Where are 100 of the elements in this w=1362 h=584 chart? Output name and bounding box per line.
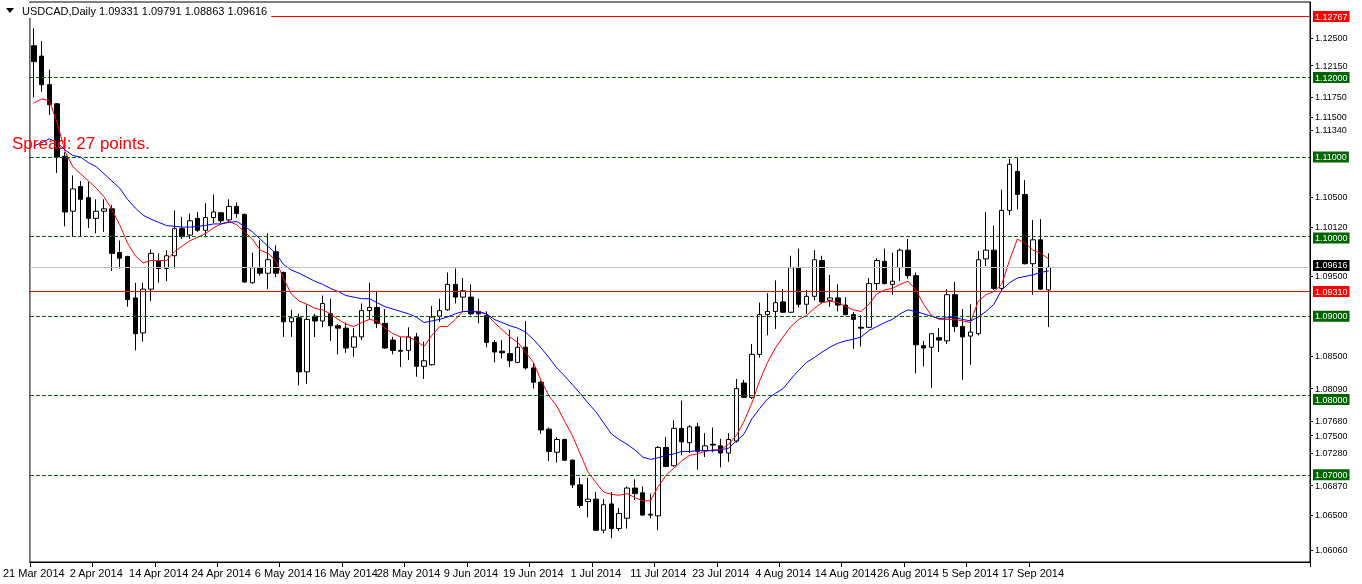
candlestick (929, 332, 934, 389)
x-tick-label: 11 Jul 2014 (630, 566, 687, 579)
candlestick (913, 271, 919, 374)
x-tick-label: 4 Aug 2014 (755, 566, 811, 579)
candlestick (640, 485, 645, 517)
candlestick (609, 491, 614, 539)
candlestick (538, 380, 544, 435)
chart-title: USDCAD,Daily 1.09331 1.09791 1.08863 1.09616 (22, 4, 268, 17)
candlestick (86, 181, 91, 229)
y-tick-label: 1.06500 (1315, 510, 1348, 521)
candlestick (827, 274, 833, 308)
candlestick (983, 211, 989, 267)
candlestick (905, 238, 911, 280)
ref-line-label: 1.10000 (1315, 233, 1348, 244)
candlestick (140, 282, 146, 343)
candlestick (211, 194, 216, 224)
candlestick (234, 201, 239, 219)
candlestick (257, 239, 263, 277)
candlestick (226, 198, 232, 224)
x-tick-label: 5 Sep 2014 (942, 566, 999, 579)
candlestick (734, 378, 739, 444)
x-tick-label: 17 Sep 2014 (1001, 566, 1065, 579)
candlestick (780, 288, 786, 314)
x-tick-label: 26 Aug 2014 (877, 566, 939, 579)
candlestick (616, 507, 622, 532)
y-tick-label: 1.12500 (1315, 32, 1348, 43)
y-tick-label: 1.08090 (1315, 383, 1348, 394)
candlestick (492, 339, 497, 363)
candlestick (515, 336, 520, 364)
candlestick (460, 277, 466, 312)
candlestick (757, 302, 762, 359)
candlestick (499, 339, 505, 359)
candlestick (648, 493, 653, 519)
candlestick (812, 249, 817, 301)
y-tick-label: 1.11750 (1315, 92, 1347, 103)
candlestick (398, 336, 403, 368)
candlestick (874, 257, 880, 291)
candlestick (335, 323, 341, 355)
candlestick (624, 485, 630, 530)
candlestick (866, 277, 872, 329)
candlestick (796, 248, 801, 308)
candlestick (445, 271, 450, 312)
candlestick (195, 211, 200, 233)
x-tick-label: 2 Apr 2014 (69, 566, 123, 579)
y-tick-label: 1.08500 (1315, 350, 1348, 361)
candlestick (749, 343, 755, 400)
candlestick (265, 232, 271, 290)
candlestick (999, 189, 1004, 291)
candlestick (523, 320, 528, 370)
candlestick (655, 445, 661, 531)
candlestick (320, 295, 325, 328)
candlestick (468, 283, 474, 316)
candlestick (531, 362, 536, 390)
x-tick-label: 1 Jul 2014 (570, 566, 622, 579)
x-tick-label: 19 Jun 2014 (503, 566, 564, 579)
x-tick-label: 14 Aug 2014 (814, 566, 877, 579)
candlestick (250, 252, 255, 285)
candlestick (429, 305, 435, 367)
candlestick (133, 282, 138, 351)
y-tick-label: 1.11500 (1315, 112, 1347, 123)
ref-line-label: 1.09310 (1315, 286, 1348, 297)
ref-line-label: 1.08000 (1315, 394, 1348, 405)
y-tick-label: 1.12150 (1315, 60, 1348, 71)
candlestick (546, 427, 552, 462)
candlestick (1030, 219, 1036, 296)
x-tick-label: 16 May 2014 (314, 566, 378, 579)
x-tick-label: 23 Jul 2014 (692, 566, 750, 579)
candlestick (788, 255, 794, 314)
candlestick (101, 198, 107, 233)
candlestick (593, 491, 599, 532)
candlestick (936, 327, 942, 353)
candlestick (804, 289, 809, 315)
candlestick (1046, 252, 1051, 328)
candlestick (882, 248, 887, 285)
y-tick-label: 1.06060 (1315, 545, 1348, 556)
candlestick (695, 422, 700, 471)
candlestick (382, 308, 388, 350)
candlestick (62, 151, 68, 227)
candlestick (328, 298, 333, 342)
y-tick-label: 1.10120 (1315, 222, 1348, 233)
x-tick-label: 6 May 2014 (254, 566, 313, 579)
candlestick (663, 436, 669, 468)
candlestick (890, 252, 895, 296)
candlestick (765, 292, 770, 336)
candlestick (710, 427, 716, 453)
candlestick (1022, 179, 1028, 265)
candlestick (414, 332, 419, 378)
candlestick (1007, 158, 1012, 216)
candlestick (960, 308, 965, 381)
candlestick (78, 180, 83, 237)
y-tick-label: 1.11340 (1315, 125, 1347, 136)
candlestick (406, 326, 411, 361)
candlestick (632, 478, 638, 501)
candlestick (390, 336, 396, 355)
candlestick (507, 329, 513, 368)
candlestick (952, 281, 958, 333)
candlestick (304, 303, 310, 385)
ref-line-label: 1.12000 (1315, 72, 1348, 83)
y-tick-label: 1.09500 (1315, 271, 1348, 282)
candlestick (585, 477, 591, 518)
